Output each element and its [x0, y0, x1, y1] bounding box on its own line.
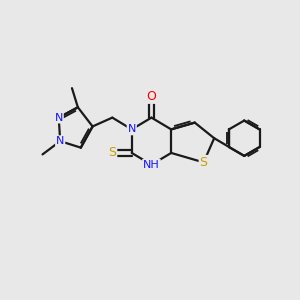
Text: S: S	[108, 146, 116, 159]
Text: O: O	[146, 90, 156, 103]
Text: N: N	[56, 136, 64, 146]
Text: NH: NH	[143, 160, 160, 170]
Text: S: S	[200, 156, 208, 169]
Text: N: N	[128, 124, 136, 134]
Text: N: N	[55, 112, 63, 123]
